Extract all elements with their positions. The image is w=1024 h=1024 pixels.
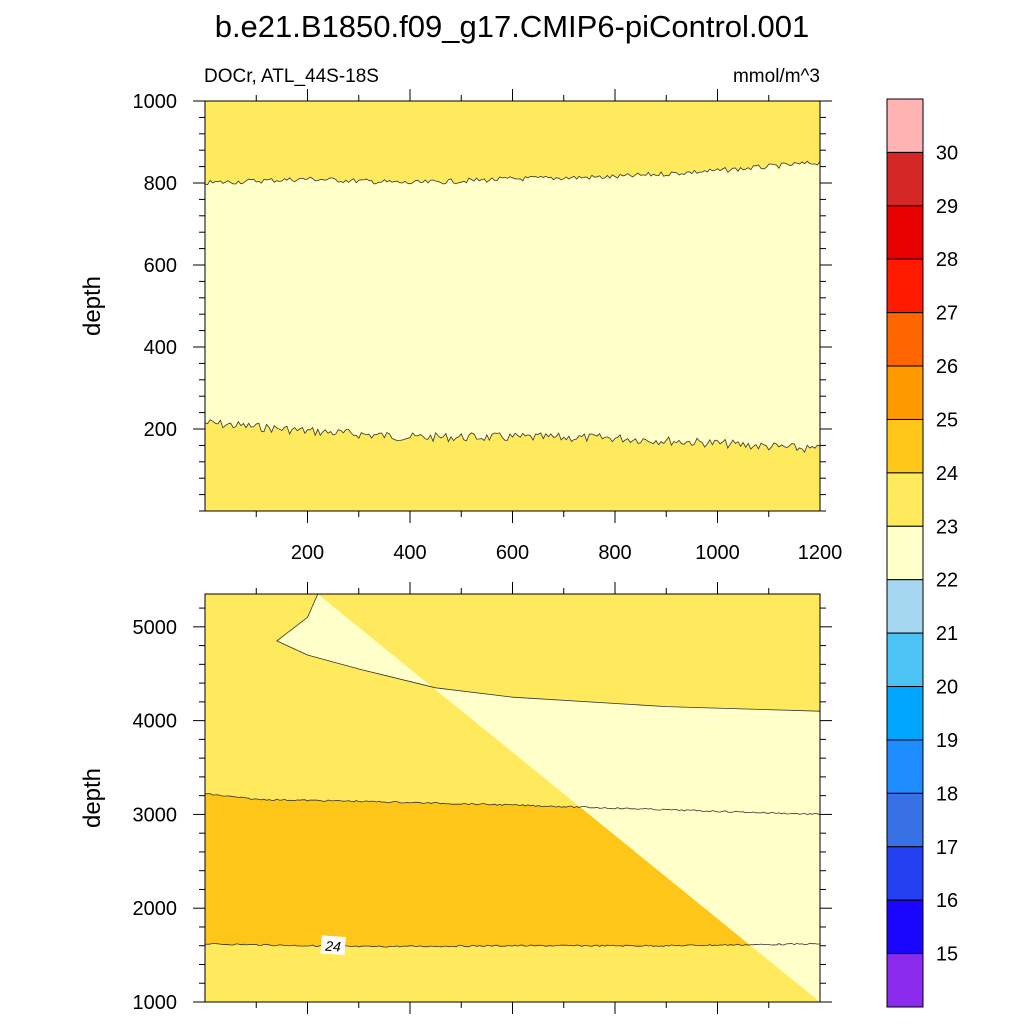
y-tick-label: 1000 <box>133 992 178 1014</box>
y-tick-label: 3000 <box>133 804 178 826</box>
y-tick-label: 600 <box>144 255 177 277</box>
colorbar-swatch <box>886 525 924 581</box>
colorbar-label: 23 <box>936 516 958 538</box>
colorbar-label: 22 <box>936 570 958 592</box>
top-contour-lower <box>204 160 821 186</box>
x-tick-label: 400 <box>393 542 426 564</box>
variable-region-label: DOCr, ATL_44S-18S <box>204 66 379 87</box>
y-axis-label: depth <box>79 276 106 336</box>
colorbar-label: 30 <box>936 142 958 164</box>
y-tick-label: 800 <box>144 173 177 195</box>
colorbar-label: 29 <box>936 196 958 218</box>
y-tick-label: 400 <box>144 337 177 359</box>
x-tick-label: 1200 <box>798 542 843 564</box>
units-label: mmol/m^3 <box>733 66 820 87</box>
colorbar-label: 21 <box>936 623 958 645</box>
colorbar-swatch <box>886 418 924 474</box>
bottom-contour-23 <box>276 593 821 712</box>
colorbar-label: 16 <box>936 890 958 912</box>
x-tick-label: 200 <box>291 542 324 564</box>
contour-label-text: 24 <box>324 938 342 955</box>
colorbar-swatch <box>886 472 924 527</box>
contour-label-24: 24 <box>320 935 346 956</box>
top-band-22-23 <box>205 161 820 453</box>
bottom-contour-24-upper <box>204 942 821 948</box>
colorbar-swatch <box>886 739 924 794</box>
colorbar-swatch <box>886 846 924 901</box>
colorbar-swatch <box>886 312 924 367</box>
colorbar-label: 20 <box>936 677 958 699</box>
colorbar-swatch <box>886 258 924 314</box>
colorbar-swatch <box>886 205 924 260</box>
colorbar-label: 28 <box>936 249 958 271</box>
colorbar-label: 25 <box>936 409 958 431</box>
colorbar-label: 18 <box>936 783 958 805</box>
colorbar-swatch <box>886 151 924 207</box>
x-tick-label: 800 <box>598 542 631 564</box>
colorbar-swatch <box>886 579 924 634</box>
bottom-contour-panel: 24 1000 2000 3000 4000 5000 depth <box>79 582 832 1014</box>
bottom-contour-24-lower <box>204 793 821 816</box>
colorbar-label: 15 <box>936 944 958 966</box>
top-contour-upper <box>204 419 821 454</box>
colorbar-swatch <box>886 899 924 955</box>
colorbar: 30 29 28 27 26 25 24 23 22 21 20 19 18 17 16 15 <box>886 98 958 1008</box>
top-contour-panel: 200 400 600 800 1000 1200 200 400 600 800 1000 dept… <box>79 89 842 564</box>
colorbar-swatch <box>886 792 924 848</box>
colorbar-label: 24 <box>936 463 958 485</box>
y-axis-label: depth <box>79 768 106 828</box>
colorbar-label: 17 <box>936 837 958 859</box>
y-tick-label: 5000 <box>133 617 178 639</box>
colorbar-swatch <box>886 632 924 688</box>
x-tick-label: 600 <box>496 542 529 564</box>
y-tick-label: 2000 <box>133 898 178 920</box>
colorbar-swatch <box>886 365 924 420</box>
colorbar-label: 19 <box>936 730 958 752</box>
colorbar-swatch <box>886 98 924 153</box>
x-tick-label: 1000 <box>695 542 740 564</box>
y-tick-label: 1000 <box>133 91 178 113</box>
figure-title: b.e21.B1850.f09_g17.CMIP6-piControl.001 <box>215 9 810 44</box>
y-tick-label: 200 <box>144 419 177 441</box>
colorbar-label: 26 <box>936 356 958 378</box>
colorbar-swatch <box>886 953 924 1008</box>
colorbar-label: 27 <box>936 303 958 325</box>
y-tick-label: 4000 <box>133 711 178 733</box>
colorbar-swatch <box>886 686 924 741</box>
bottom-band-22-23 <box>276 594 820 1002</box>
